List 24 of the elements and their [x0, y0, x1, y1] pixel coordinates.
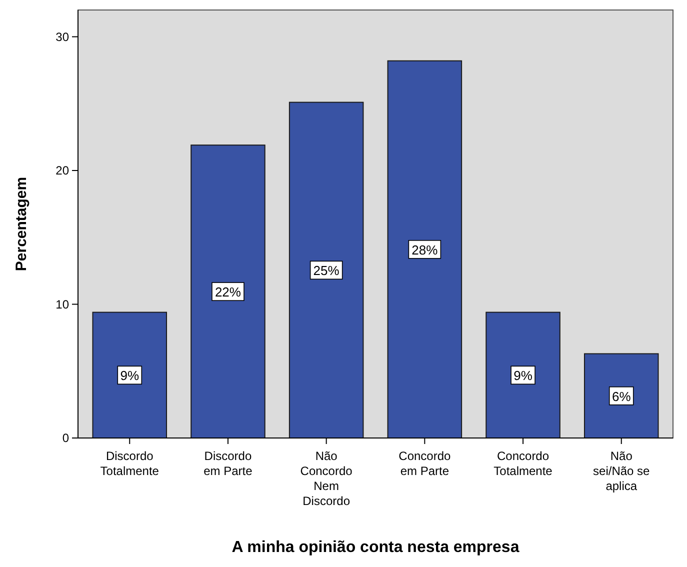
data-label: 25% — [313, 263, 340, 278]
bar — [486, 312, 560, 438]
y-tick-label: 0 — [62, 431, 70, 445]
y-tick-label: 20 — [56, 164, 70, 178]
bar — [190, 144, 266, 438]
y-tick-label: 30 — [56, 30, 70, 44]
data-label: 9% — [514, 368, 533, 384]
bar — [288, 102, 364, 438]
x-tick-label: Concordo Totalmente — [494, 449, 553, 478]
data-label: 9% — [120, 368, 140, 384]
x-tick-label: Discordo em Parte — [204, 449, 253, 478]
data-label: 28% — [412, 242, 438, 258]
x-tick-label: Não Concordo Nem Discordo — [300, 449, 353, 508]
x-axis-title: A minha opinião conta nesta empresa — [232, 539, 520, 556]
x-tick-label: Não sei/Não se aplica — [593, 449, 650, 493]
data-label: 22% — [214, 284, 242, 300]
bar — [92, 312, 168, 438]
bar — [584, 353, 659, 438]
bar — [387, 60, 462, 438]
x-tick-label: Discordo Totalmente — [100, 449, 160, 478]
x-tick-label: Concordo em Parte — [398, 449, 452, 478]
y-axis-title: Percentagem — [13, 176, 30, 272]
y-tick-label: 10 — [56, 297, 70, 312]
data-label: 6% — [612, 388, 632, 404]
